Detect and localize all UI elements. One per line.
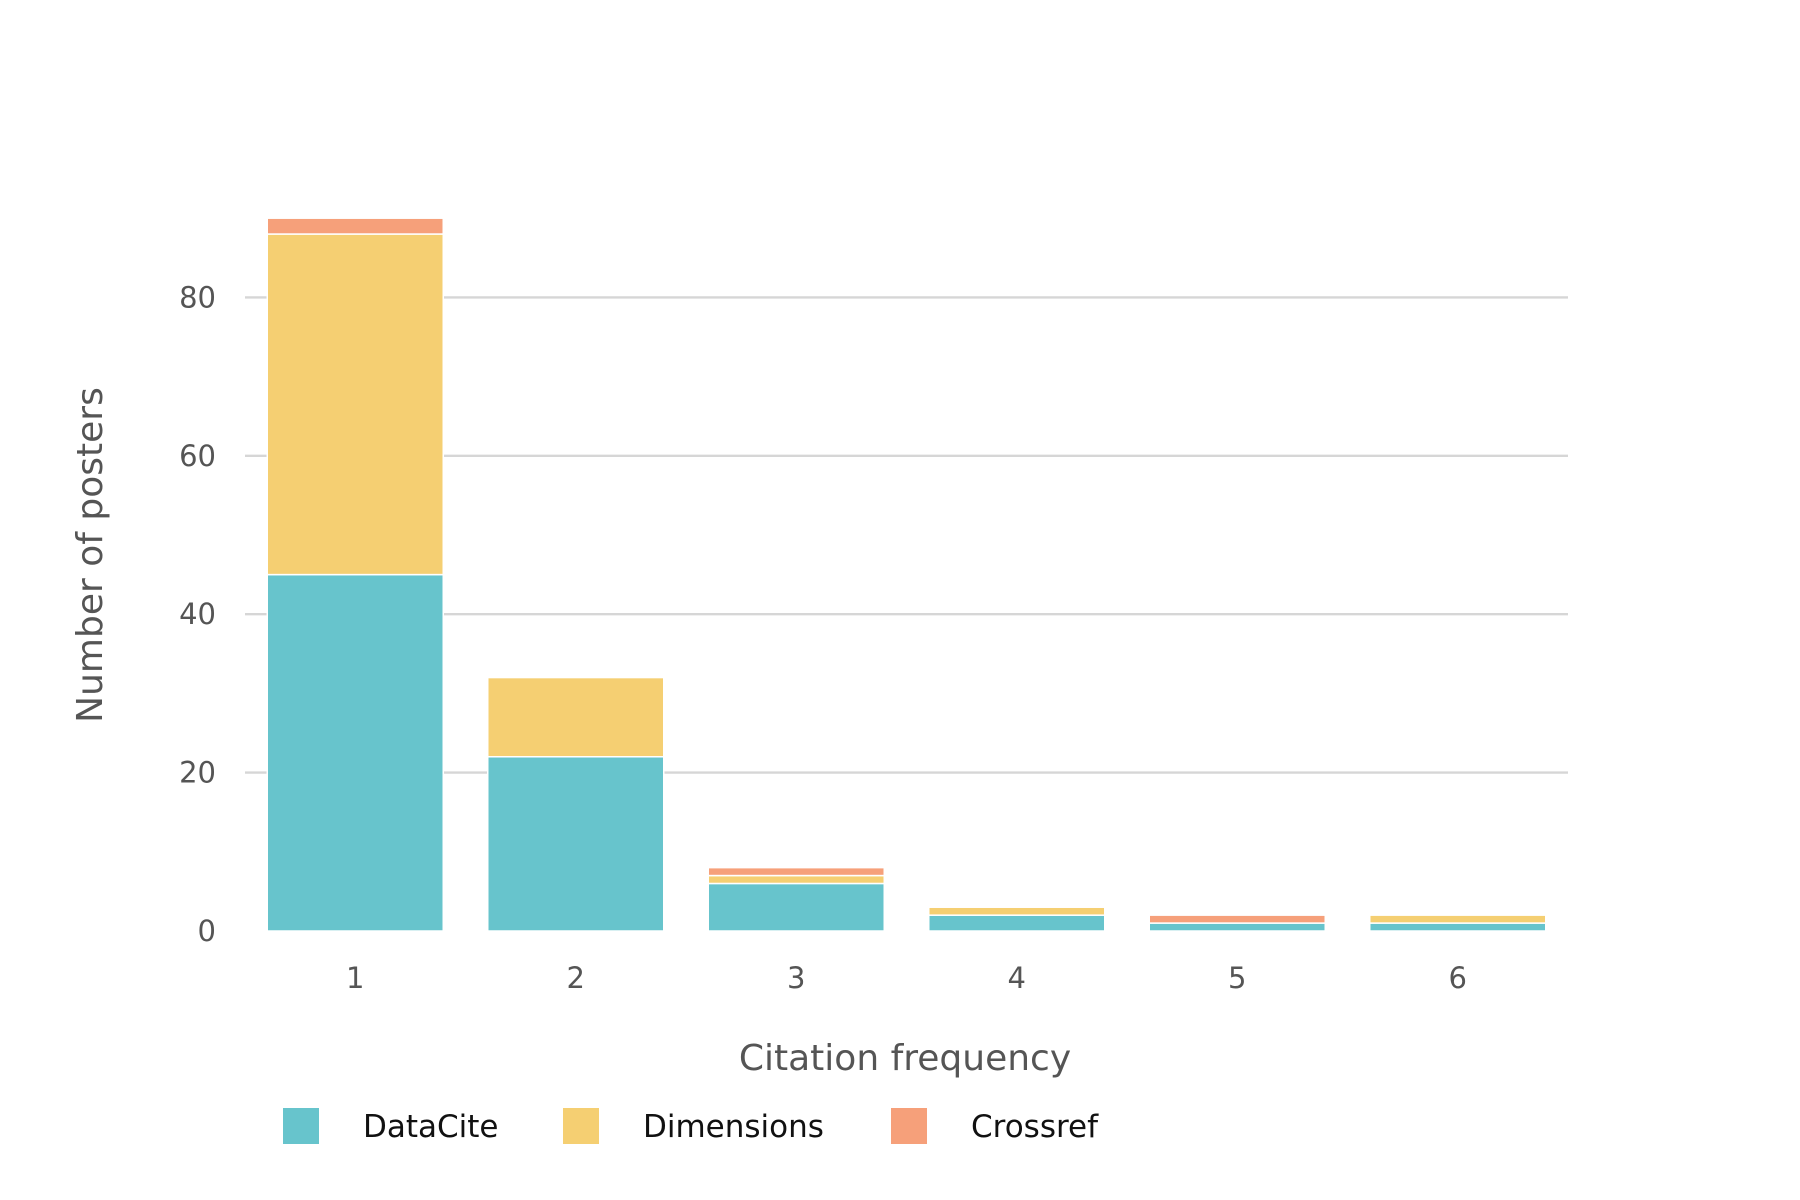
legend-label-dimensions: Dimensions — [643, 1109, 824, 1145]
bar-dimensions-2 — [487, 676, 665, 758]
bar-datacite-3 — [707, 882, 885, 932]
bar-datacite-2 — [487, 756, 665, 932]
bar-dimensions-4 — [928, 906, 1106, 916]
legend-swatch-crossref — [891, 1108, 927, 1144]
y-tick-label: 0 — [198, 914, 216, 948]
x-tick-label: 1 — [346, 961, 364, 995]
bar-datacite-1 — [266, 573, 444, 932]
x-axis-title: Citation frequency — [739, 1038, 1071, 1079]
bar-crossref-1 — [266, 217, 444, 235]
y-tick-label: 60 — [179, 439, 216, 473]
x-tick-label: 3 — [787, 961, 805, 995]
bar-datacite-5 — [1148, 922, 1326, 932]
x-tick-label: 4 — [1008, 961, 1026, 995]
bar-crossref-5 — [1148, 914, 1326, 924]
bar-dimensions-3 — [707, 874, 885, 885]
x-tick-label: 5 — [1228, 961, 1246, 995]
legend-swatch-datacite — [283, 1108, 319, 1144]
legend-label-crossref: Crossref — [971, 1109, 1099, 1145]
bar-datacite-4 — [928, 914, 1106, 932]
bars — [266, 217, 1547, 932]
gridlines — [245, 296, 1568, 774]
y-axis-ticks: 0 20 40 60 80 — [179, 280, 216, 948]
y-tick-label: 40 — [179, 597, 216, 631]
legend-label-datacite: DataCite — [363, 1109, 499, 1145]
y-axis-title: Number of posters — [70, 387, 111, 723]
x-axis-ticks: 1 2 3 4 5 6 — [346, 961, 1467, 995]
y-tick-label: 80 — [179, 280, 216, 314]
bar-dimensions-1 — [266, 233, 444, 576]
legend-swatch-dimensions — [563, 1108, 599, 1144]
bar-dimensions-6 — [1369, 914, 1547, 924]
legend: DataCite Dimensions Crossref — [283, 1108, 1099, 1145]
bar-crossref-3 — [707, 866, 885, 877]
y-tick-label: 20 — [179, 756, 216, 790]
x-tick-label: 6 — [1449, 961, 1467, 995]
x-tick-label: 2 — [567, 961, 585, 995]
bar-datacite-6 — [1369, 922, 1547, 932]
